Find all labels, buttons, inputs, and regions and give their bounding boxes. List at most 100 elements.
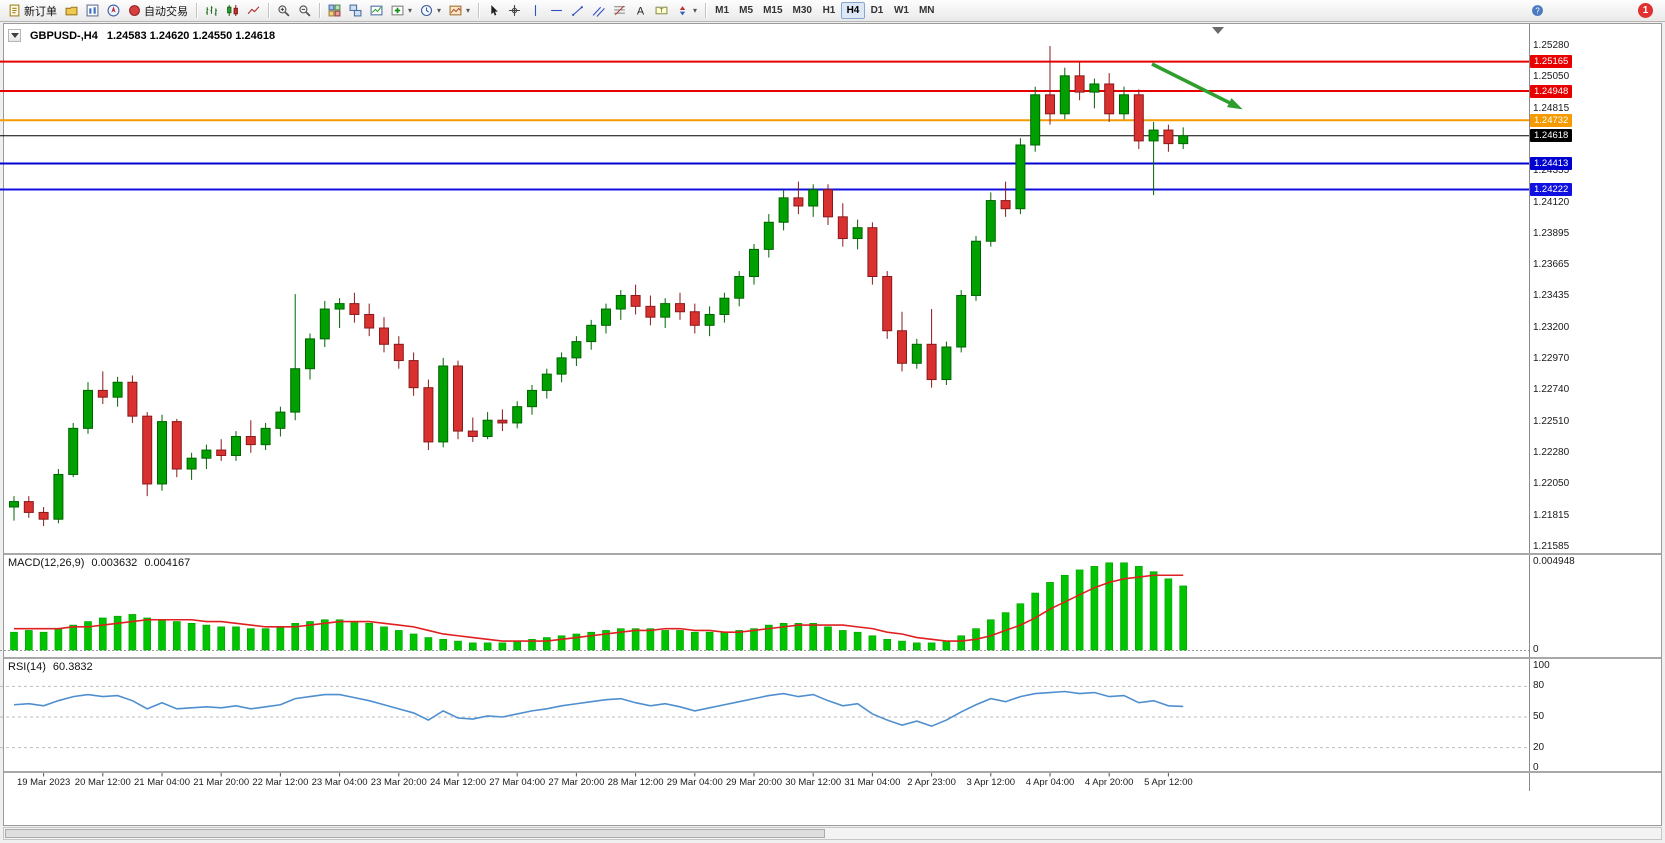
bear-candle	[1133, 94, 1144, 142]
pane-divider-rsi[interactable]	[4, 657, 1661, 659]
label-icon: T	[655, 4, 668, 17]
macd-histogram-bar	[1120, 562, 1128, 651]
text-label-button[interactable]: T	[651, 1, 672, 20]
pane-divider-macd[interactable]	[4, 553, 1661, 555]
macd-histogram-bar	[898, 640, 906, 651]
bar-chart-button[interactable]	[201, 1, 222, 20]
bear-candle	[1104, 83, 1115, 115]
macd-histogram-bar	[128, 614, 137, 651]
rsi-value: 60.3832	[52, 661, 93, 673]
market-watch-button[interactable]	[82, 1, 103, 20]
candlestick-chart-button[interactable]	[222, 1, 243, 20]
profiles-icon	[65, 4, 78, 17]
profiles-button[interactable]	[61, 1, 82, 20]
trendline-icon	[571, 4, 584, 17]
macd-histogram-bar	[602, 630, 610, 651]
time-axis[interactable]	[4, 774, 1529, 792]
indicators-button[interactable]: ▾	[387, 1, 416, 20]
macd-histogram-bar	[217, 626, 225, 651]
macd-histogram-bar	[1046, 582, 1054, 651]
price-axis[interactable]	[1530, 24, 1660, 790]
macd-histogram-bar	[350, 621, 359, 651]
bull-candle	[260, 427, 271, 446]
macd-histogram-bar	[99, 617, 107, 651]
bear-candle	[1074, 75, 1085, 93]
track-chart-icon	[370, 4, 383, 17]
bull-candle	[763, 221, 774, 250]
timeframe-H4-button[interactable]: H4	[840, 2, 865, 19]
trend-arrow[interactable]	[1151, 62, 1236, 107]
timeframe-H1-button[interactable]: H1	[822, 5, 836, 16]
timeframe-W1-button[interactable]: W1	[893, 5, 909, 16]
bull-candle	[482, 419, 493, 437]
timeframe-toolbar: M1 M5 M15 M30 H1 H4 D1 W1 MN	[710, 2, 939, 19]
macd-histogram-bar	[794, 622, 803, 651]
horizontal-line-button[interactable]	[546, 1, 567, 20]
macd-histogram-bar	[187, 622, 196, 651]
periods-button[interactable]: ▾	[416, 1, 445, 20]
macd-histogram-bar	[1164, 578, 1173, 651]
tile-windows-button[interactable]	[324, 1, 345, 20]
autotrading-button[interactable]: 自动交易	[124, 1, 192, 20]
macd-signal-value: 0.004167	[144, 557, 191, 569]
timeframe-M5-button[interactable]: M5	[739, 5, 754, 16]
notification-badge[interactable]: 1	[1638, 3, 1653, 18]
chevron-down-icon: ▾	[466, 6, 471, 15]
track-chart-button[interactable]	[366, 1, 387, 20]
line-chart-button[interactable]	[243, 1, 264, 20]
bull-candle	[1178, 135, 1189, 145]
horizontal-scrollbar[interactable]	[3, 827, 1662, 840]
bear-candle	[216, 449, 227, 456]
help-button[interactable]: ?	[1527, 1, 1548, 20]
horizontal-line-icon	[550, 4, 563, 17]
timeframe-MN-button[interactable]: MN	[918, 5, 935, 16]
bull-candle	[704, 313, 715, 326]
bull-candle	[334, 303, 345, 310]
macd-histogram-bar	[24, 630, 33, 651]
bull-candle	[512, 406, 523, 424]
cursor-button[interactable]	[483, 1, 504, 20]
crosshair-button[interactable]	[504, 1, 525, 20]
bull-candle	[971, 240, 981, 296]
timeframe-M1-button[interactable]: M1	[715, 5, 730, 16]
new-order-button[interactable]: 新订单	[4, 1, 61, 20]
zoom-out-icon	[298, 4, 311, 17]
macd-histogram-bar	[1075, 569, 1084, 651]
periods-icon	[420, 4, 433, 17]
zoom-out-button[interactable]	[294, 1, 315, 20]
bull-candle	[556, 357, 567, 375]
text-button[interactable]: A	[630, 1, 651, 20]
bull-candle	[808, 189, 819, 207]
macd-histogram-bar	[750, 628, 758, 651]
bear-candle	[897, 330, 907, 364]
vertical-line-icon	[529, 4, 542, 17]
macd-histogram-bar	[513, 640, 522, 651]
zoom-in-button[interactable]	[273, 1, 294, 20]
market-watch-icon	[86, 4, 99, 17]
bear-candle	[823, 189, 833, 218]
fibonacci-button[interactable]	[609, 1, 630, 20]
equidistant-channel-button[interactable]	[588, 1, 609, 20]
macd-histogram-bar	[616, 628, 625, 651]
bull-candle	[1059, 75, 1070, 115]
arrows-button[interactable]: ▾	[672, 1, 701, 20]
navigator-button[interactable]	[103, 1, 124, 20]
bull-candle	[112, 381, 123, 398]
macd-histogram-bar	[735, 630, 744, 651]
vertical-line-button[interactable]	[525, 1, 546, 20]
chart-canvas[interactable]	[4, 24, 1529, 554]
macd-histogram-bar	[779, 622, 788, 651]
trendline-button[interactable]	[567, 1, 588, 20]
chart-shift-marker[interactable]	[1212, 27, 1224, 34]
auto-arrange-button[interactable]	[345, 1, 366, 20]
chart-title-row: GBPUSD-,H4 1.24583 1.24620 1.24550 1.246…	[8, 29, 275, 42]
macd-histogram-bar	[424, 637, 433, 651]
scrollbar-thumb[interactable]	[5, 829, 825, 838]
one-click-trading-toggle[interactable]	[8, 29, 21, 42]
timeframe-M15-button[interactable]: M15	[763, 5, 783, 16]
timeframe-M30-button[interactable]: M30	[792, 5, 812, 16]
templates-button[interactable]: ▾	[445, 1, 474, 20]
timeframe-D1-button[interactable]: D1	[870, 5, 884, 16]
